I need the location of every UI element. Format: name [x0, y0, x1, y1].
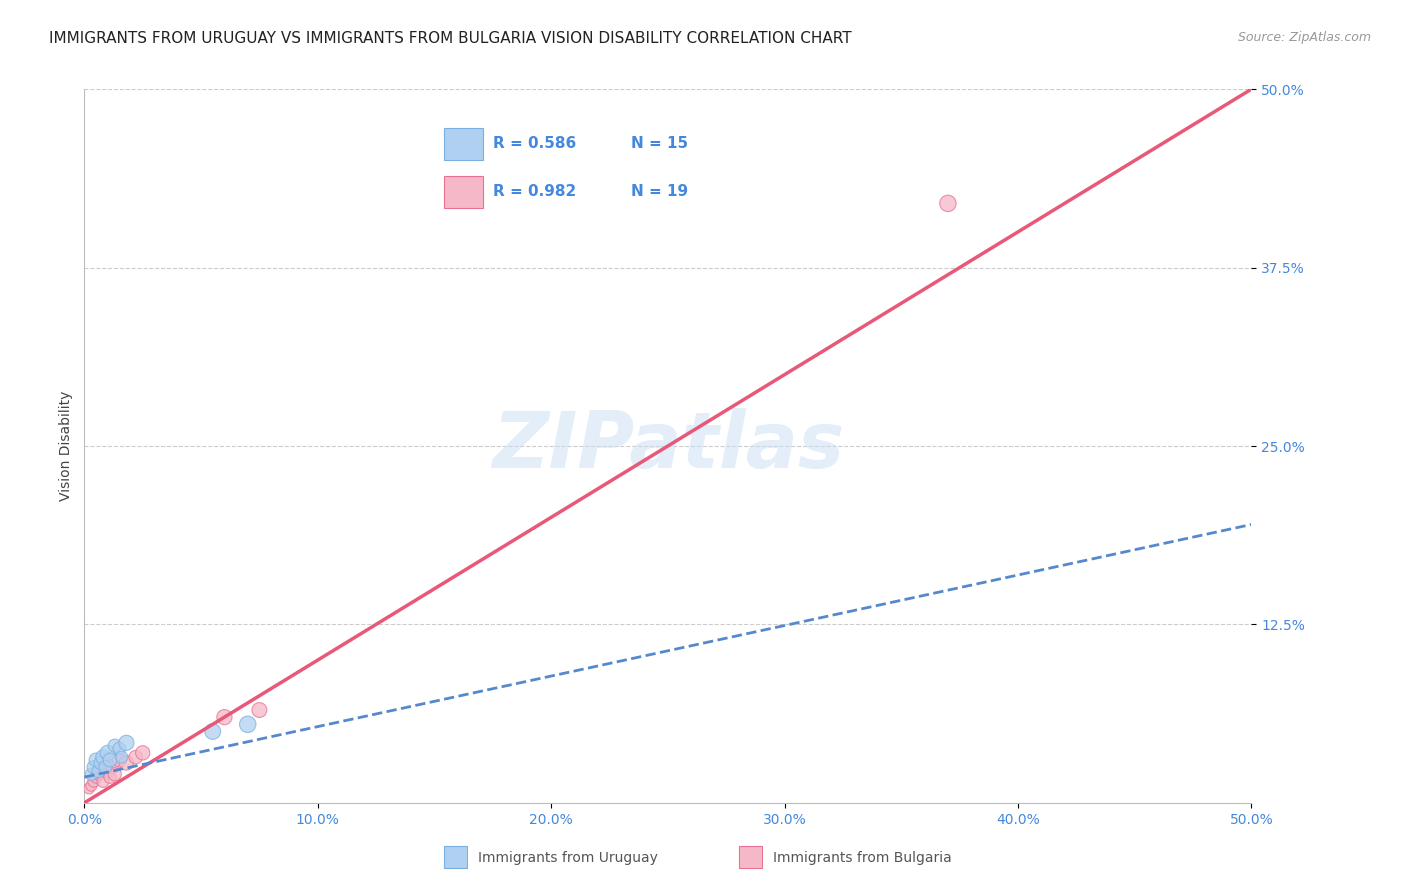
Point	[132, 746, 155, 760]
Text: ZIPatlas: ZIPatlas	[492, 408, 844, 484]
Point	[87, 767, 110, 781]
Point	[91, 774, 114, 789]
Point	[94, 760, 117, 774]
Point	[98, 753, 121, 767]
Y-axis label: Vision Disability: Vision Disability	[59, 391, 73, 501]
Point	[115, 736, 138, 750]
Point	[108, 741, 131, 756]
Point	[94, 760, 117, 774]
Point	[84, 753, 107, 767]
Point	[83, 760, 105, 774]
Point	[90, 756, 112, 770]
Point	[201, 724, 224, 739]
Point	[101, 760, 124, 774]
Point	[84, 770, 107, 784]
Text: Immigrants from Bulgaria: Immigrants from Bulgaria	[773, 851, 952, 865]
Point	[97, 764, 120, 779]
Point	[90, 764, 112, 779]
Point	[108, 753, 131, 767]
Text: Immigrants from Uruguay: Immigrants from Uruguay	[478, 851, 658, 865]
Point	[247, 703, 270, 717]
Point	[115, 756, 138, 770]
Point	[97, 746, 120, 760]
Point	[125, 750, 148, 764]
Point	[87, 764, 110, 779]
Point	[83, 774, 105, 789]
Point	[214, 710, 236, 724]
Point	[936, 196, 959, 211]
Point	[236, 717, 259, 731]
Point	[80, 779, 103, 793]
Point	[80, 767, 103, 781]
Point	[91, 750, 114, 764]
Point	[104, 767, 127, 781]
Point	[104, 739, 127, 753]
Point	[77, 781, 100, 796]
Text: Source: ZipAtlas.com: Source: ZipAtlas.com	[1237, 31, 1371, 45]
Point	[98, 770, 121, 784]
Point	[111, 750, 134, 764]
Text: IMMIGRANTS FROM URUGUAY VS IMMIGRANTS FROM BULGARIA VISION DISABILITY CORRELATIO: IMMIGRANTS FROM URUGUAY VS IMMIGRANTS FR…	[49, 31, 852, 46]
